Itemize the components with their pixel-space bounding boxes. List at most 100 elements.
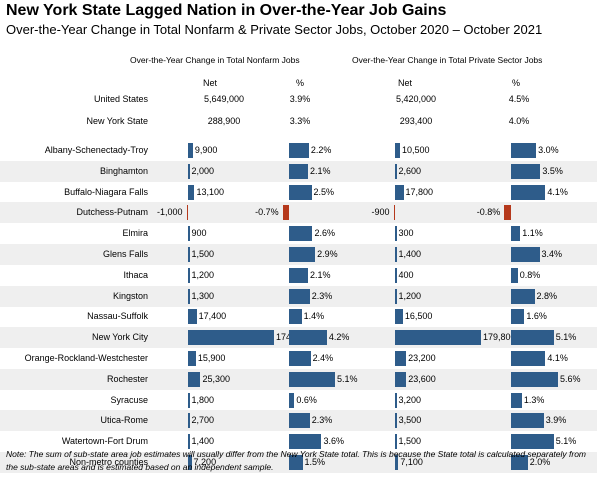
bar <box>395 163 397 179</box>
data-label: 2.1% <box>309 269 331 280</box>
row-label: Dutchess-Putnam <box>76 207 148 218</box>
bar <box>188 184 195 200</box>
chart-title: New York State Lagged Nation in Over-the… <box>6 2 447 19</box>
data-label: 4.1% <box>547 186 568 197</box>
data-label: 2,600 <box>398 165 422 176</box>
data-label: 2.5% <box>313 186 335 197</box>
nonfarm-pct-header: % <box>296 78 305 88</box>
bar <box>395 371 407 387</box>
table-row: Watertown-Fort Drum 1,400 3.6% 1,500 5.1% <box>0 431 597 452</box>
bar <box>395 351 407 366</box>
private-group-header: Over-the-Year Change in Total Private Se… <box>352 55 543 65</box>
bar <box>289 309 302 325</box>
table-row: Syracuse 1,800 0.6% 3,200 1.3% <box>0 390 597 411</box>
negative-bar <box>186 205 188 221</box>
data-label: 15,900 <box>197 353 226 363</box>
bar <box>289 455 303 470</box>
row-label: Utica-Rome <box>100 415 148 426</box>
data-label: 2,000 <box>191 165 215 176</box>
data-label: 300 <box>398 228 414 239</box>
table-row: Elmira 900 2.6% 300 1.1% <box>0 223 597 244</box>
data-label: 1,400 <box>191 436 215 447</box>
table-row: Glens Falls 1,500 2.9% 1,400 3.4% <box>0 244 597 265</box>
data-label: 23,200 <box>408 353 436 363</box>
bar <box>289 267 308 283</box>
data-label: 400 <box>398 269 414 280</box>
data-label: 13,100 <box>196 186 224 197</box>
row-label: Glens Falls <box>102 249 148 259</box>
table-row: Dutchess-Putnam -1,000 -0.7% -900 -0.8% <box>0 202 597 224</box>
bar <box>511 226 521 242</box>
data-label: 2.4% <box>312 353 334 363</box>
bar <box>188 330 274 346</box>
data-label: 1,400 <box>398 249 422 259</box>
bar <box>395 309 403 325</box>
bar <box>289 351 311 366</box>
bar <box>395 392 397 408</box>
row-label: New York City <box>91 332 148 343</box>
bar <box>395 226 397 242</box>
bar <box>511 288 535 304</box>
data-label: 1,500 <box>191 249 215 259</box>
bar <box>395 184 404 200</box>
data-label: 9,900 <box>194 145 218 155</box>
bar <box>289 247 316 262</box>
bar <box>289 330 327 346</box>
data-label: 3.0% <box>538 145 559 155</box>
data-label: 23,600 <box>408 373 436 384</box>
bar <box>289 413 310 429</box>
bar <box>188 226 190 242</box>
bar <box>395 434 397 450</box>
data-label: 4.2% <box>328 332 350 343</box>
bar <box>511 330 554 346</box>
data-label: 0.6% <box>296 394 317 405</box>
row-label: Kingston <box>112 290 148 301</box>
bar <box>188 413 190 429</box>
row-label: Non-metro counties <box>69 457 148 467</box>
data-label: 1.5% <box>304 457 326 467</box>
bar <box>511 392 522 408</box>
data-label: 3.3% <box>289 116 311 126</box>
data-label: 10,500 <box>402 145 430 155</box>
data-label: 1,500 <box>398 436 422 447</box>
row-label: Binghamton <box>99 165 148 176</box>
row-label: Nassau-Suffolk <box>87 311 148 322</box>
data-label: 288,900 <box>207 116 241 126</box>
data-label: -0.7% <box>255 207 279 218</box>
table-row: Buffalo-Niagara Falls 13,100 2.5% 17,800 4.1… <box>0 182 597 203</box>
data-label: 2.9% <box>317 249 338 259</box>
data-label: 5.1% <box>555 436 577 447</box>
bar <box>188 351 196 366</box>
chart-subtitle: Over-the-Year Change in Total Nonfarm & … <box>6 22 543 37</box>
data-label: 2.3% <box>311 415 333 426</box>
bar <box>188 455 192 470</box>
data-label: 16,500 <box>404 311 433 322</box>
data-label: 1.6% <box>526 311 547 322</box>
data-label: 5.6% <box>560 373 581 384</box>
bar <box>395 455 399 470</box>
bar <box>289 143 309 158</box>
bar <box>289 163 308 179</box>
bar <box>188 309 197 325</box>
table-row: Nassau-Suffolk 17,400 1.4% 16,500 1.6% <box>0 306 597 327</box>
bar <box>395 247 397 262</box>
row-label: Rochester <box>106 373 148 384</box>
data-label: -1,000 <box>156 207 183 218</box>
table-row: Kingston 1,300 2.3% 1,200 2.8% <box>0 285 597 307</box>
data-label: 2.8% <box>536 290 558 301</box>
bar <box>188 392 190 408</box>
data-label: 3.9% <box>289 94 311 104</box>
table-row: Rochester 25,300 5.1% 23,600 5.6% <box>0 368 597 390</box>
data-label: 5,420,000 <box>395 94 437 104</box>
table-row: Albany-Schenectady-Troy 9,900 2.2% 10,500 3.… <box>0 140 597 161</box>
data-label: 2.0% <box>529 457 551 467</box>
row-label: United States <box>93 94 148 104</box>
data-label: 1.3% <box>523 394 545 405</box>
bar <box>289 288 310 304</box>
bar <box>188 267 190 283</box>
table-row: United States 5,649,000 3.9% 5,420,000 4.5% <box>0 89 597 110</box>
data-label: 4.1% <box>547 353 568 363</box>
table-row: Utica-Rome 2,700 2.3% 3,500 3.9% <box>0 410 597 432</box>
data-label: 17,400 <box>198 311 227 322</box>
